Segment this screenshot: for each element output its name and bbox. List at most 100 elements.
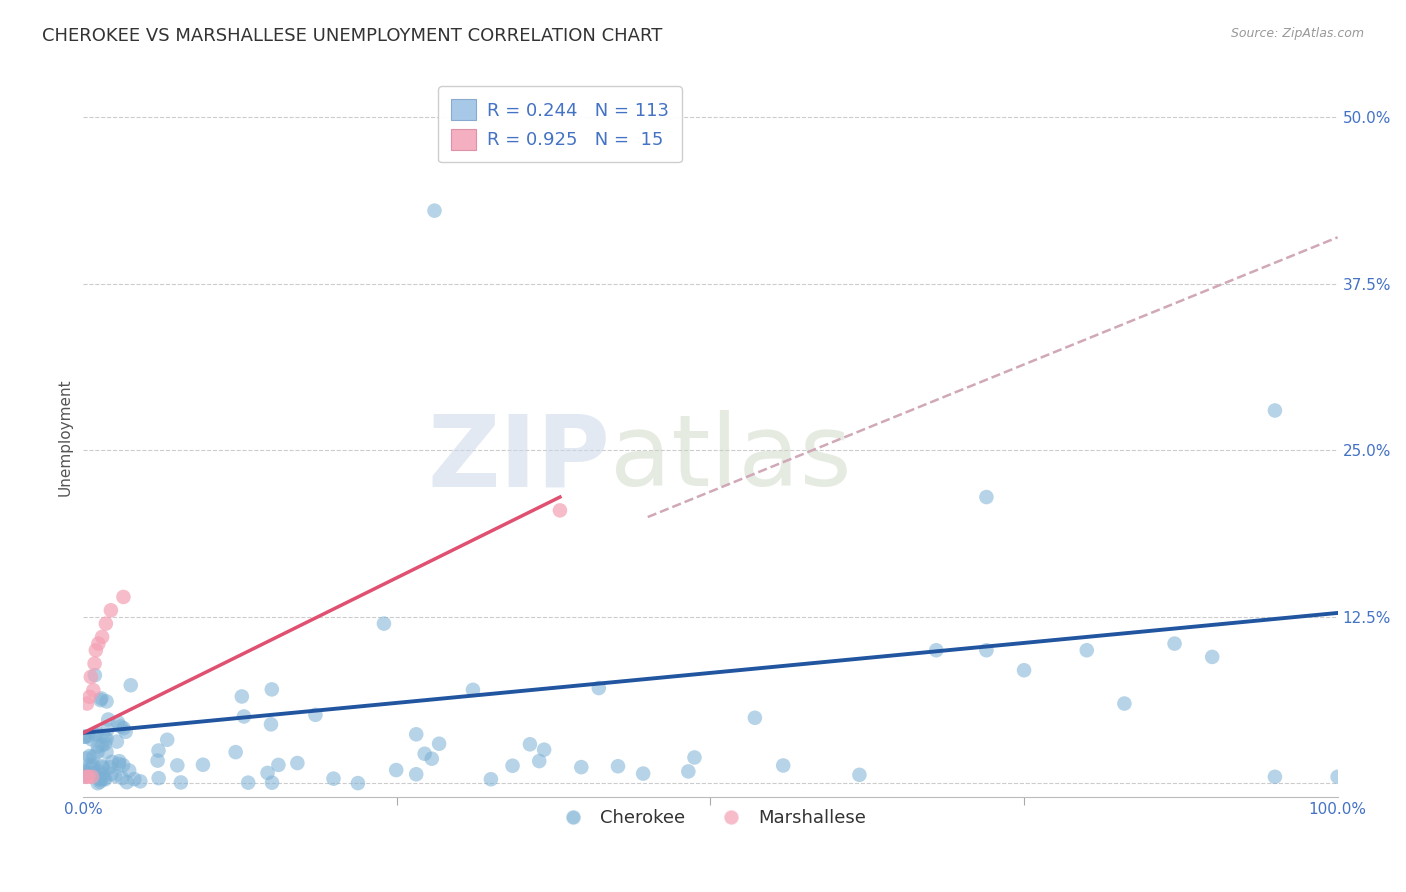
Text: Source: ZipAtlas.com: Source: ZipAtlas.com [1230,27,1364,40]
Point [304,707,326,722]
Point [1076,643,1098,657]
Point [607,759,630,773]
Point [96,745,118,759]
Point [80,670,103,684]
Point [75,770,97,784]
Point [86,745,108,759]
Point [75,765,97,780]
Point [267,758,290,772]
Y-axis label: Unemployment: Unemployment [58,378,72,496]
Point [84,727,107,741]
Point [83,657,105,671]
Point [548,136,571,151]
Point [87,776,110,790]
Legend: Cherokee, Marshallese: Cherokee, Marshallese [548,802,873,835]
Point [108,756,131,771]
Point [1264,770,1286,784]
Point [1326,770,1348,784]
Point [1114,697,1136,711]
Point [678,764,700,779]
Point [91,759,114,773]
Point [925,643,948,657]
Point [588,681,610,695]
Point [73,730,96,744]
Point [80,770,103,784]
Point [79,757,101,772]
Point [96,731,118,746]
Point [83,766,105,780]
Point [322,772,344,786]
Point [79,690,101,704]
Point [100,603,122,617]
Point [1264,403,1286,417]
Point [124,772,146,786]
Point [405,767,427,781]
Point [461,682,484,697]
Point [548,503,571,517]
Point [112,590,135,604]
Point [1012,663,1035,677]
Point [120,678,142,692]
Point [79,749,101,764]
Point [976,643,998,657]
Point [423,203,446,218]
Point [287,756,309,770]
Point [72,769,94,783]
Point [976,490,998,504]
Point [87,764,110,778]
Point [225,745,247,759]
Point [111,771,134,785]
Point [1163,637,1185,651]
Point [94,616,117,631]
Point [91,760,114,774]
Point [87,739,110,754]
Point [683,750,706,764]
Point [744,711,766,725]
Point [148,771,170,785]
Point [76,729,98,743]
Point [260,682,283,697]
Point [98,760,121,774]
Point [75,764,97,779]
Point [479,772,502,787]
Point [129,774,152,789]
Point [232,709,254,723]
Point [166,758,188,772]
Point [100,767,122,781]
Point [170,775,193,789]
Point [90,691,112,706]
Point [772,758,794,772]
Point [93,772,115,786]
Point [107,715,129,730]
Point [385,763,408,777]
Point [101,755,124,769]
Text: atlas: atlas [610,410,852,508]
Point [110,719,132,733]
Point [93,730,115,744]
Point [84,643,107,657]
Point [94,772,117,787]
Point [413,747,436,761]
Point [82,758,104,772]
Point [502,758,524,772]
Point [83,668,105,682]
Point [420,752,443,766]
Point [260,775,283,789]
Point [104,769,127,783]
Point [80,761,103,775]
Point [75,769,97,783]
Point [105,734,128,748]
Point [427,737,450,751]
Point [82,683,104,698]
Point [75,751,97,765]
Point [373,616,395,631]
Point [96,723,118,737]
Point [76,697,98,711]
Point [260,717,283,731]
Point [405,727,427,741]
Point [91,630,114,644]
Point [115,775,138,789]
Point [529,754,551,768]
Point [347,776,370,790]
Point [148,743,170,757]
